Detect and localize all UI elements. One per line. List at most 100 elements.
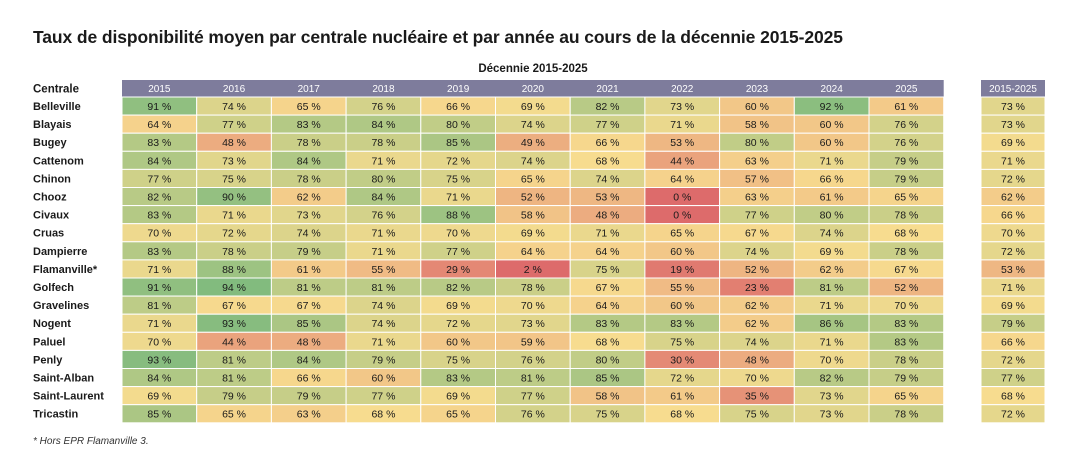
cell-label-golfech-2020: 78 % bbox=[521, 282, 545, 294]
cell-label-belleville-2021: 82 % bbox=[596, 101, 620, 113]
cell-label-cattenom-2021: 68 % bbox=[596, 155, 620, 167]
row-label-penly: Penly bbox=[33, 354, 63, 366]
cell-label-saint-alban-2019: 83 % bbox=[446, 373, 470, 385]
year-header-2019: 2019 bbox=[447, 84, 470, 95]
year-header-2024: 2024 bbox=[821, 84, 844, 95]
row-label-flamanville: Flamanville* bbox=[33, 264, 98, 276]
cell-label-nogent-2023: 62 % bbox=[745, 318, 769, 330]
cell-label-gravelines-2016: 67 % bbox=[222, 300, 246, 312]
cell-label-nogent-2024: 86 % bbox=[820, 318, 844, 330]
cell-label-blayais-2022: 71 % bbox=[670, 119, 694, 131]
cell-label-cruas-2017: 74 % bbox=[297, 228, 321, 240]
cell-label-belleville-2016: 74 % bbox=[222, 101, 246, 113]
cell-label-cattenom-total: 71 % bbox=[1001, 155, 1025, 167]
cell-label-cattenom-2018: 71 % bbox=[371, 155, 395, 167]
cell-label-tricastin-2020: 76 % bbox=[521, 409, 545, 421]
row-label-dampierre: Dampierre bbox=[33, 246, 87, 258]
cell-label-chinon-2019: 75 % bbox=[446, 173, 470, 185]
cell-label-paluel-total: 66 % bbox=[1001, 336, 1025, 348]
row-header-label: Centrale bbox=[33, 84, 79, 96]
cell-label-saint-laurent-2019: 69 % bbox=[446, 391, 470, 403]
cell-label-golfech-total: 71 % bbox=[1001, 282, 1025, 294]
cell-label-nogent-total: 79 % bbox=[1001, 318, 1025, 330]
cell-label-paluel-2024: 71 % bbox=[820, 336, 844, 348]
cell-label-nogent-2018: 74 % bbox=[371, 318, 395, 330]
cell-label-saint-laurent-total: 68 % bbox=[1001, 391, 1025, 403]
cell-label-dampierre-2023: 74 % bbox=[745, 246, 769, 258]
cell-label-penly-2018: 79 % bbox=[371, 354, 395, 366]
cell-label-tricastin-2018: 68 % bbox=[371, 409, 395, 421]
cell-label-blayais-2016: 77 % bbox=[222, 119, 246, 131]
cell-label-penly-2023: 48 % bbox=[745, 354, 769, 366]
cell-label-gravelines-2020: 70 % bbox=[521, 300, 545, 312]
cell-label-golfech-2016: 94 % bbox=[222, 282, 246, 294]
cell-label-belleville-2022: 73 % bbox=[670, 101, 694, 113]
cell-label-chinon-2017: 78 % bbox=[297, 173, 321, 185]
cell-label-bugey-total: 69 % bbox=[1001, 137, 1025, 149]
cell-label-paluel-2023: 74 % bbox=[745, 336, 769, 348]
row-label-blayais: Blayais bbox=[33, 119, 72, 131]
cell-label-chinon-2016: 75 % bbox=[222, 173, 246, 185]
cell-label-dampierre-2024: 69 % bbox=[820, 246, 844, 258]
cell-label-cruas-2019: 70 % bbox=[446, 228, 470, 240]
cell-label-penly-2024: 70 % bbox=[820, 354, 844, 366]
cell-label-nogent-2019: 72 % bbox=[446, 318, 470, 330]
cell-label-cattenom-2017: 84 % bbox=[297, 155, 321, 167]
cell-label-saint-alban-2015: 84 % bbox=[147, 373, 171, 385]
cell-label-blayais-2023: 58 % bbox=[745, 119, 769, 131]
cell-label-saint-laurent-2021: 58 % bbox=[596, 391, 620, 403]
cell-label-flamanville-2021: 75 % bbox=[596, 264, 620, 276]
cell-label-penly-2017: 84 % bbox=[297, 354, 321, 366]
cell-label-chinon-2021: 74 % bbox=[596, 173, 620, 185]
row-label-saint-laurent: Saint-Laurent bbox=[33, 391, 104, 403]
cell-label-civaux-2020: 58 % bbox=[521, 210, 545, 222]
cell-label-penly-2021: 80 % bbox=[596, 354, 620, 366]
cell-label-cattenom-2015: 84 % bbox=[147, 155, 171, 167]
cell-label-belleville-total: 73 % bbox=[1001, 101, 1025, 113]
cell-label-saint-alban-2023: 70 % bbox=[745, 373, 769, 385]
cell-label-cruas-2023: 67 % bbox=[745, 228, 769, 240]
cell-label-cattenom-2020: 74 % bbox=[521, 155, 545, 167]
cell-label-dampierre-2020: 64 % bbox=[521, 246, 545, 258]
cell-label-tricastin-2016: 65 % bbox=[222, 409, 246, 421]
cell-label-dampierre-2021: 64 % bbox=[596, 246, 620, 258]
cell-label-civaux-2016: 71 % bbox=[222, 210, 246, 222]
row-label-chooz: Chooz bbox=[33, 192, 67, 204]
cell-label-gravelines-2023: 62 % bbox=[745, 300, 769, 312]
cell-label-dampierre-2017: 79 % bbox=[297, 246, 321, 258]
cell-label-belleville-2025: 61 % bbox=[894, 101, 918, 113]
heatmap-chart: Centrale 2015 2016 2017 2018 2019 2020 2021 2022… bbox=[33, 80, 1046, 424]
cell-label-chinon-2018: 80 % bbox=[371, 173, 395, 185]
cell-label-saint-alban-2017: 66 % bbox=[297, 373, 321, 385]
cell-label-chooz-total: 62 % bbox=[1001, 192, 1025, 204]
cell-label-chooz-2017: 62 % bbox=[297, 192, 321, 204]
cell-label-saint-laurent-2015: 69 % bbox=[147, 391, 171, 403]
cell-label-paluel-2022: 75 % bbox=[670, 336, 694, 348]
year-header-2023: 2023 bbox=[746, 84, 769, 95]
row-label-chinon: Chinon bbox=[33, 173, 71, 185]
cell-label-saint-laurent-2017: 79 % bbox=[297, 391, 321, 403]
year-header-2015: 2015 bbox=[148, 84, 171, 95]
cell-label-golfech-2017: 81 % bbox=[297, 282, 321, 294]
cell-label-cruas-2016: 72 % bbox=[222, 228, 246, 240]
cell-label-golfech-2021: 67 % bbox=[596, 282, 620, 294]
cell-label-saint-laurent-2016: 79 % bbox=[222, 391, 246, 403]
cell-label-civaux-2021: 48 % bbox=[596, 210, 620, 222]
cell-label-flamanville-2015: 71 % bbox=[147, 264, 171, 276]
cell-label-tricastin-2021: 75 % bbox=[596, 409, 620, 421]
cell-tricastin-total bbox=[980, 404, 1046, 424]
cell-label-penly-2019: 75 % bbox=[446, 354, 470, 366]
cell-label-golfech-2019: 82 % bbox=[446, 282, 470, 294]
cell-label-gravelines-2024: 71 % bbox=[820, 300, 844, 312]
cell-label-tricastin-2023: 75 % bbox=[745, 409, 769, 421]
total-header-bar bbox=[981, 80, 1045, 97]
cell-label-gravelines-2017: 67 % bbox=[297, 300, 321, 312]
cell-label-bugey-2017: 78 % bbox=[297, 137, 321, 149]
cell-label-blayais-2020: 74 % bbox=[521, 119, 545, 131]
cell-label-paluel-2020: 59 % bbox=[521, 336, 545, 348]
cell-label-saint-alban-2018: 60 % bbox=[371, 373, 395, 385]
cell-label-flamanville-2019: 29 % bbox=[446, 264, 470, 276]
cell-label-tricastin-2015: 85 % bbox=[147, 409, 171, 421]
cell-label-bugey-2022: 53 % bbox=[670, 137, 694, 149]
cell-label-paluel-2017: 48 % bbox=[297, 336, 321, 348]
